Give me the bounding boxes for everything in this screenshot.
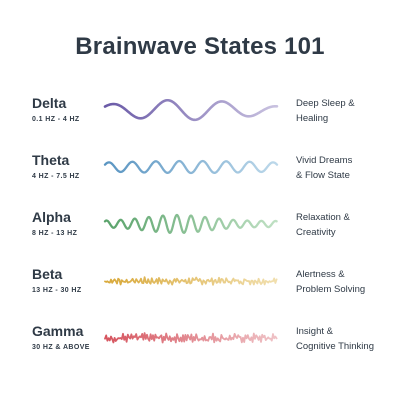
description-line: Alertness & xyxy=(296,269,345,280)
state-row-theta: Theta 4 HZ - 7.5 HZ Vivid Dreams & Flow … xyxy=(0,152,400,192)
state-row-alpha: Alpha 8 HZ - 13 HZ Relaxation & Creativi… xyxy=(0,209,400,249)
description-line: Insight & xyxy=(296,326,333,337)
state-row-beta: Beta 13 HZ - 30 HZ Alertness & Problem S… xyxy=(0,266,400,306)
state-description: Insight & Cognitive Thinking xyxy=(296,324,374,354)
state-range: 30 HZ & ABOVE xyxy=(32,344,90,351)
state-description: Relaxation & Creativity xyxy=(296,210,350,240)
state-description: Vivid Dreams & Flow State xyxy=(296,153,352,183)
delta-wave-icon xyxy=(103,98,279,122)
state-name: Gamma xyxy=(32,323,84,339)
state-description: Deep Sleep & Healing xyxy=(296,96,355,126)
state-name: Delta xyxy=(32,95,67,111)
description-line: Deep Sleep & xyxy=(296,98,355,109)
description-line: Relaxation & xyxy=(296,212,350,223)
page-title: Brainwave States 101 xyxy=(75,33,325,60)
description-line: Healing xyxy=(296,113,329,124)
wave-line xyxy=(103,98,279,122)
alpha-wave-icon xyxy=(103,213,278,234)
state-range: 4 HZ - 7.5 HZ xyxy=(32,173,80,180)
description-line: Problem Solving xyxy=(296,284,366,295)
description-line: & Flow State xyxy=(296,170,350,181)
state-row-delta: Delta 0.1 HZ - 4 HZ Deep Sleep & Healing xyxy=(0,95,400,135)
state-name: Theta xyxy=(32,152,70,168)
state-name: Beta xyxy=(32,266,63,282)
wave-line xyxy=(104,276,278,286)
state-row-gamma: Gamma 30 HZ & ABOVE Insight & Cognitive … xyxy=(0,323,400,363)
wave-line xyxy=(103,159,279,175)
description-line: Cognitive Thinking xyxy=(296,341,374,352)
state-range: 13 HZ - 30 HZ xyxy=(32,287,82,294)
beta-wave-icon xyxy=(104,276,278,286)
wave-line xyxy=(103,213,278,234)
state-range: 8 HZ - 13 HZ xyxy=(32,230,78,237)
description-line: Creativity xyxy=(296,227,336,238)
state-range: 0.1 HZ - 4 HZ xyxy=(32,116,80,123)
description-line: Vivid Dreams xyxy=(296,155,353,166)
state-description: Alertness & Problem Solving xyxy=(296,267,365,297)
theta-wave-icon xyxy=(103,159,279,175)
gamma-wave-icon xyxy=(104,332,278,344)
wave-line xyxy=(104,332,278,344)
state-name: Alpha xyxy=(32,209,71,225)
